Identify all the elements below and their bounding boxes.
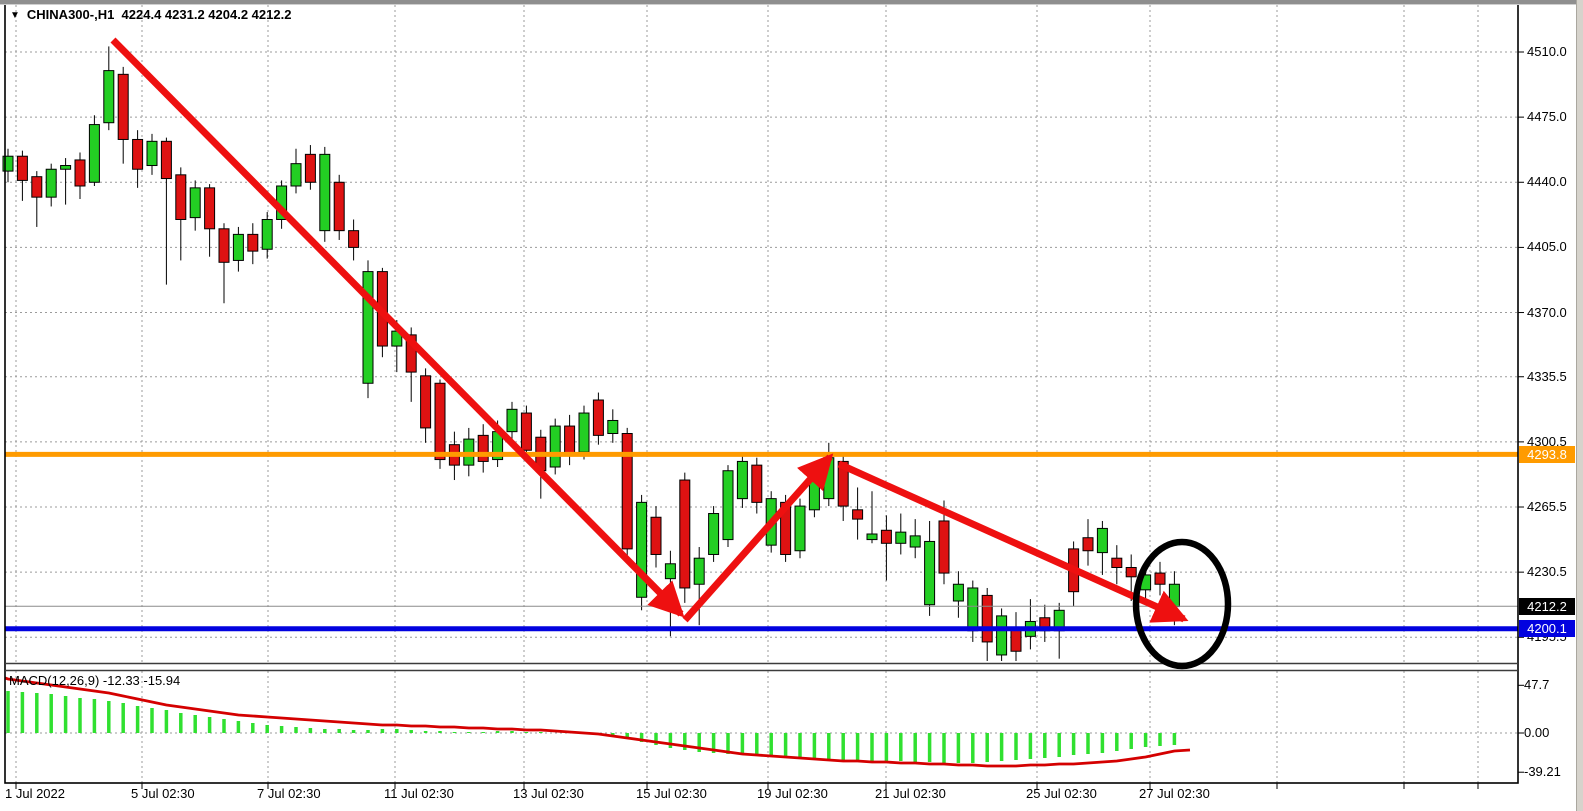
- window-right-edge: [1576, 0, 1583, 811]
- date-label: 25 Jul 02:30: [1026, 786, 1097, 801]
- symbol-quote-text: CHINA300-,H1 4224.4 4231.2 4204.2 4212.2: [26, 7, 292, 22]
- symbol-title: ▼ CHINA300-,H1 4224.4 4231.2 4204.2 4212.…: [10, 7, 291, 22]
- price-tick-label: 4300.5: [1527, 433, 1567, 449]
- price-tick-label: 4265.5: [1527, 499, 1567, 514]
- date-label: 27 Jul 02:30: [1139, 786, 1210, 801]
- price-tick-label: 4335.5: [1527, 368, 1567, 384]
- macd-tick-label: 47.7: [1524, 677, 1550, 693]
- price-tick-label: 4475.0: [1527, 109, 1567, 125]
- price-badge: 4293.8: [1519, 445, 1575, 463]
- date-label: 1 Jul 2022: [5, 786, 65, 801]
- window-top-edge: [0, 0, 1583, 5]
- date-label: 15 Jul 02:30: [636, 786, 707, 801]
- date-label: 7 Jul 02:30: [257, 786, 321, 801]
- price-tick-label: 4370.0: [1527, 304, 1567, 320]
- price-badge: 4212.2: [1519, 597, 1575, 615]
- macd-tick-label: 0.00: [1524, 725, 1550, 740]
- price-tick-label: 4405.0: [1527, 239, 1567, 255]
- dropdown-triangle-icon: ▼: [10, 10, 20, 21]
- date-label: 13 Jul 02:30: [513, 786, 584, 801]
- date-label: 5 Jul 02:30: [131, 786, 195, 801]
- price-tick-label: 4440.0: [1527, 174, 1567, 190]
- date-label: 21 Jul 02:30: [875, 786, 946, 801]
- indicator-label: MACD(12,26,9) -12.33 -15.94: [9, 673, 181, 688]
- price-tick-label: 4510.0: [1527, 44, 1567, 59]
- date-label: 19 Jul 02:30: [757, 786, 828, 801]
- date-label: 11 Jul 02:30: [384, 786, 454, 801]
- macd-tick-label: -39.21: [1524, 764, 1561, 780]
- price-tick-label: 4230.5: [1527, 564, 1567, 580]
- price-badge: 4200.1: [1519, 620, 1575, 638]
